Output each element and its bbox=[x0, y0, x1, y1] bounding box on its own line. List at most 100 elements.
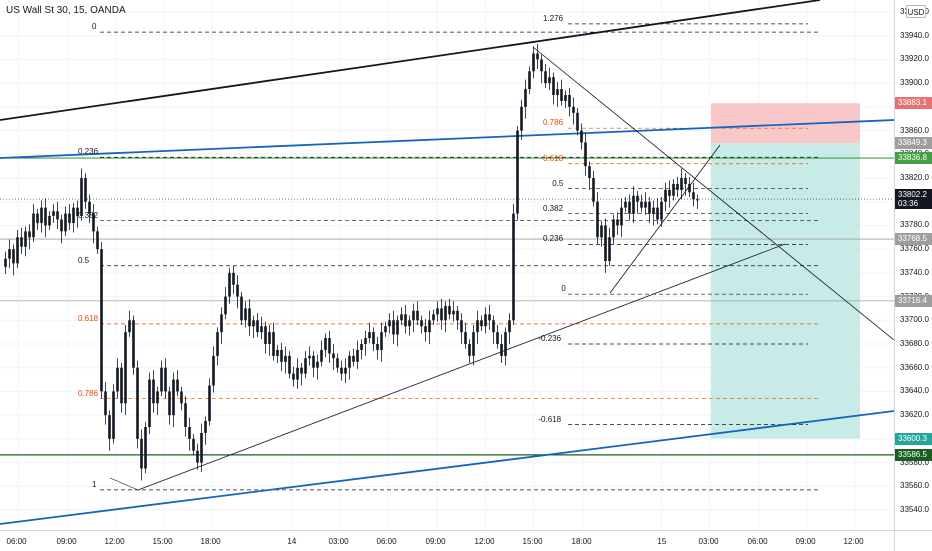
candle-body bbox=[324, 338, 327, 350]
chart-area[interactable]: US Wall St 30, 15, OANDA 0 0.236 0.382 0.5 0… bbox=[0, 0, 894, 530]
candle-body bbox=[116, 367, 119, 392]
candle-body bbox=[476, 320, 479, 333]
middle-channel-line bbox=[0, 119, 894, 159]
price-axis[interactable]: 33960.033940.033920.033900.033880.033860… bbox=[894, 0, 932, 530]
candle-body bbox=[164, 367, 167, 392]
fib-left-label: 0.236 bbox=[78, 147, 99, 157]
candle-body bbox=[88, 201, 91, 214]
candle-body bbox=[500, 344, 503, 356]
candle-body bbox=[36, 213, 39, 224]
time-tick-label: 03:00 bbox=[698, 537, 719, 546]
candle-body bbox=[64, 213, 67, 232]
candle-body bbox=[592, 178, 595, 202]
candle-body bbox=[400, 314, 403, 321]
time-tick-label: 12:00 bbox=[843, 537, 864, 546]
candle-body bbox=[124, 332, 127, 404]
candle-body bbox=[216, 332, 219, 356]
candle-body bbox=[188, 427, 191, 439]
price-tag[interactable]: 33768.5 bbox=[895, 233, 932, 246]
candle-body bbox=[528, 71, 531, 90]
candle-body bbox=[264, 326, 267, 344]
fib-right-label: 0.236 bbox=[543, 234, 564, 244]
candle-body bbox=[420, 320, 423, 327]
price-tick-label: 33680.0 bbox=[900, 339, 929, 348]
candle-body bbox=[640, 201, 643, 208]
candle-body bbox=[288, 355, 291, 374]
candle-body bbox=[472, 332, 475, 356]
candle-body bbox=[636, 195, 639, 202]
candle-body bbox=[676, 183, 679, 190]
candle-body bbox=[504, 332, 507, 356]
price-tag[interactable]: 33883.1 bbox=[895, 97, 932, 110]
candle-body bbox=[284, 355, 287, 362]
candle-body bbox=[16, 237, 19, 264]
time-tick-label: 09:00 bbox=[795, 537, 816, 546]
candle-body bbox=[376, 344, 379, 350]
time-tick-label: 06:00 bbox=[747, 537, 768, 546]
candle-body bbox=[72, 207, 75, 224]
price-tag[interactable]: 33716.4 bbox=[895, 294, 932, 307]
candle-body bbox=[168, 391, 171, 416]
candle-body bbox=[380, 332, 383, 350]
candle-body bbox=[312, 355, 315, 368]
time-tick-label: 03:00 bbox=[328, 537, 349, 546]
price-tag[interactable]: 33849.3 bbox=[895, 137, 932, 150]
candle-body bbox=[464, 332, 467, 344]
candle-body bbox=[268, 332, 271, 344]
candle-body bbox=[584, 142, 587, 167]
candle-body bbox=[564, 95, 567, 101]
fib-right-label: 0.5 bbox=[552, 178, 564, 188]
candle-body bbox=[652, 207, 655, 214]
symbol-title[interactable]: US Wall St 30, 15, OANDA bbox=[4, 4, 128, 17]
time-axis[interactable]: 06:00 09:00 12:00 15:00 18:00 14 03:00 06:00 09:… bbox=[0, 530, 894, 551]
candle-body bbox=[688, 183, 691, 193]
fib-anchor-line bbox=[109, 477, 139, 491]
candle-body bbox=[560, 89, 563, 101]
candle-body bbox=[128, 320, 131, 333]
price-tick-label: 33740.0 bbox=[900, 267, 929, 277]
candle-body bbox=[456, 310, 459, 321]
price-tag[interactable]: 33600.3 bbox=[895, 432, 932, 445]
candle-body bbox=[256, 320, 259, 333]
candle-body bbox=[52, 211, 55, 216]
price-tick-label: 33760.0 bbox=[900, 244, 929, 254]
candle-body bbox=[232, 272, 235, 285]
candle-body bbox=[416, 310, 419, 321]
candle-body bbox=[308, 355, 311, 359]
candle-body bbox=[60, 219, 63, 232]
candle-body bbox=[388, 320, 391, 327]
fib-right-label: -0.236 bbox=[538, 334, 562, 343]
price-tag[interactable]: 33586.5 bbox=[895, 448, 932, 461]
candle-body bbox=[568, 95, 571, 107]
candle-body bbox=[608, 237, 611, 261]
candle-body bbox=[272, 332, 275, 356]
chart-canvas[interactable] bbox=[0, 0, 894, 530]
axis-corner bbox=[894, 530, 932, 551]
candle-body bbox=[280, 349, 283, 362]
candle-body bbox=[600, 225, 603, 238]
candle-body bbox=[176, 379, 179, 392]
time-tick-label: 09:00 bbox=[425, 537, 446, 546]
fib-left-label: 0 bbox=[92, 22, 97, 32]
time-tick-label: 18:00 bbox=[200, 537, 221, 546]
fib-right-label: -0.618 bbox=[538, 414, 562, 424]
candle-body bbox=[520, 106, 523, 131]
price-tag[interactable]: 33836.8 bbox=[895, 152, 932, 165]
candle-body bbox=[656, 207, 659, 220]
last-price-tag[interactable]: 33802.2 03:36 bbox=[895, 189, 932, 210]
candle-body bbox=[172, 379, 175, 416]
candle-body bbox=[244, 308, 247, 321]
candle-body bbox=[624, 201, 627, 208]
time-tick-label: 06:00 bbox=[376, 537, 397, 546]
candle-body bbox=[424, 326, 427, 333]
candle-body bbox=[332, 353, 335, 359]
candle-body bbox=[48, 215, 51, 226]
candle-body bbox=[580, 130, 583, 143]
candle-body bbox=[556, 89, 559, 95]
candle-body bbox=[24, 231, 27, 247]
candle-body bbox=[220, 314, 223, 333]
currency-button[interactable]: USD bbox=[906, 5, 926, 18]
time-tick-label: 09:00 bbox=[56, 537, 77, 546]
fib-left-label: 0.786 bbox=[78, 388, 99, 398]
candle-body bbox=[336, 358, 339, 368]
